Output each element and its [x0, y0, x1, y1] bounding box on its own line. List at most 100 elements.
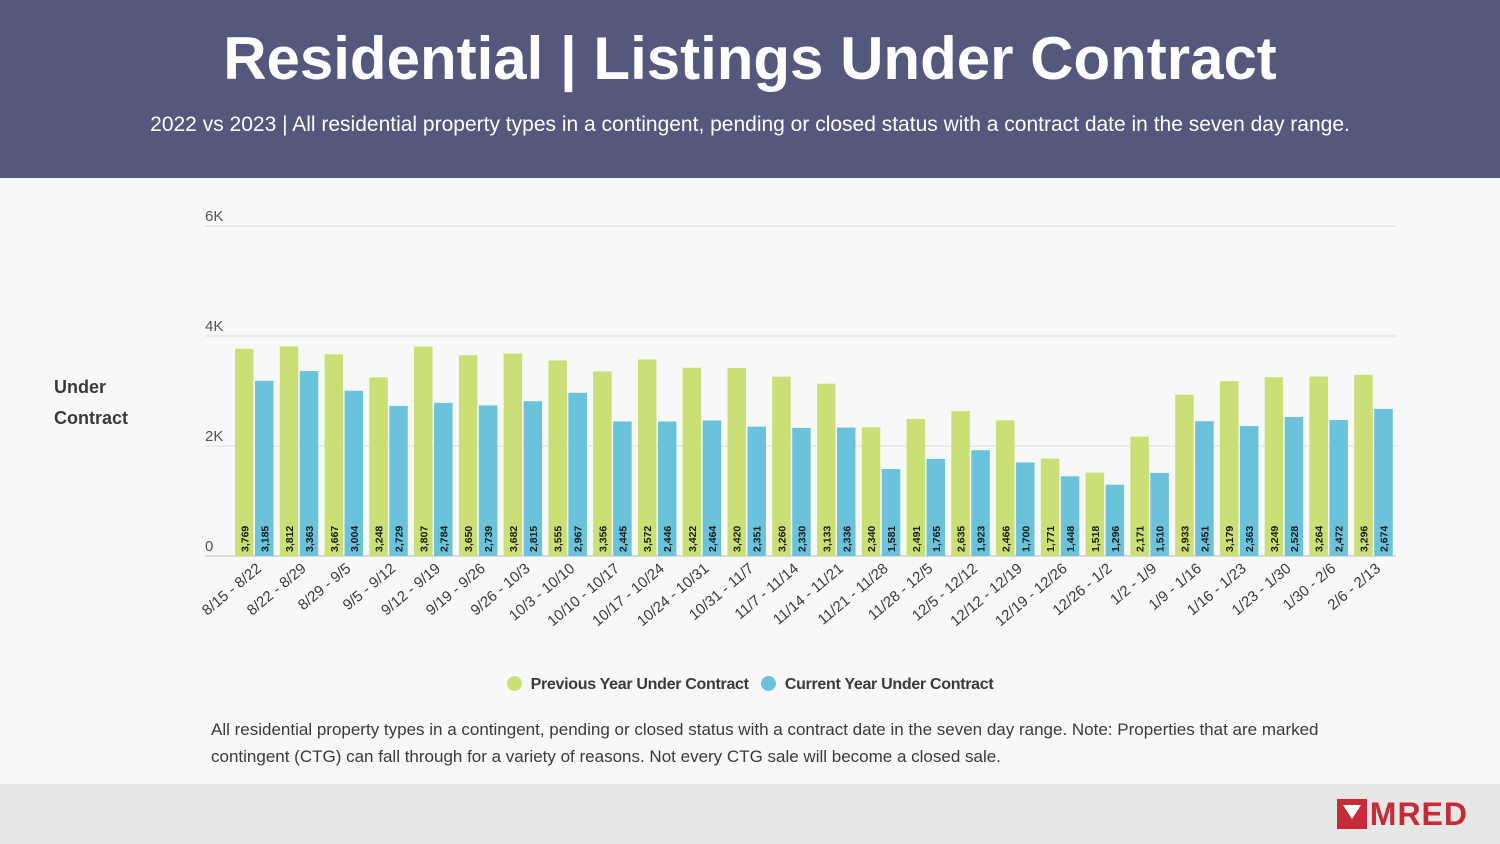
bar-current-year [1374, 408, 1393, 556]
bar-current-year [926, 458, 946, 556]
bar-value-label: 3,248 [374, 526, 386, 552]
bar-value-label: 2,739 [483, 526, 495, 552]
bar-current-year [434, 402, 453, 556]
bar-current-year [299, 371, 319, 556]
bar-value-label: 2,815 [528, 526, 540, 552]
y-tick-label: 0 [205, 538, 213, 555]
bar-value-label: 2,464 [707, 526, 719, 552]
legend-swatch-previous [506, 676, 522, 691]
bar-previous-year [996, 420, 1015, 556]
bar-current-year [1329, 420, 1348, 556]
bar-value-label: 2,451 [1199, 526, 1211, 552]
bar-current-year [568, 392, 587, 556]
bar-previous-year [727, 367, 746, 556]
bar-previous-year [593, 371, 612, 556]
bar-previous-year [1354, 374, 1373, 556]
bar-value-label: 3,249 [1269, 526, 1281, 552]
bar-previous-year [906, 418, 926, 556]
bar-value-label: 3,185 [259, 526, 271, 552]
bar-current-year [1150, 472, 1169, 556]
bar-value-label: 2,466 [1000, 526, 1012, 552]
bar-previous-year [817, 383, 836, 556]
bar-previous-year [951, 411, 970, 556]
mred-logo: MRED [1336, 798, 1468, 830]
bar-value-label: 1,518 [1090, 526, 1102, 552]
bar-current-year [881, 469, 901, 556]
bar-current-year [389, 405, 408, 556]
bar-current-year [702, 420, 722, 556]
bar-previous-year [458, 355, 478, 556]
bar-value-label: 3,363 [304, 526, 316, 552]
header-banner: Residential | Listings Under Contract 20… [0, 0, 1500, 178]
bar-value-label: 2,446 [662, 526, 674, 552]
legend-label-current: Current Year Under Contract [784, 676, 994, 693]
legend-label-previous: Previous Year Under Contract [530, 676, 749, 693]
bar-previous-year [235, 348, 254, 556]
page-title: Residential | Listings Under Contract [223, 25, 1277, 92]
bar-value-label: 3,812 [284, 526, 296, 552]
bar-value-label: 2,967 [573, 526, 585, 552]
bar-value-label: 1,923 [976, 526, 988, 552]
bar-value-label: 3,572 [642, 526, 654, 552]
bar-value-label: 3,555 [553, 526, 565, 552]
bar-value-label: 2,330 [796, 526, 808, 552]
bar-current-year [523, 401, 543, 556]
bar-value-label: 2,729 [394, 526, 406, 552]
bar-value-label: 2,491 [911, 526, 923, 552]
bar-value-label: 2,340 [866, 526, 878, 552]
bar-current-year [657, 421, 677, 556]
bar-value-label: 3,296 [1358, 526, 1370, 552]
y-axis-label: Under Contract [54, 377, 129, 428]
bar-value-label: 3,667 [329, 526, 341, 552]
bar-value-label: 2,674 [1378, 526, 1390, 552]
bar-current-year [1195, 421, 1214, 556]
bar-value-label: 3,004 [349, 526, 361, 552]
bar-value-label: 2,351 [752, 526, 764, 552]
bar-current-year [792, 427, 811, 556]
bar-current-year [837, 427, 856, 556]
logo-mark-icon [1336, 799, 1367, 829]
bar-value-label: 1,581 [886, 526, 898, 552]
bar-value-label: 3,133 [821, 526, 833, 552]
bar-value-label: 2,445 [617, 526, 629, 552]
bar-previous-year [682, 367, 702, 556]
bar-previous-year [1040, 458, 1060, 556]
bar-previous-year [503, 353, 523, 556]
bar-previous-year [548, 360, 567, 556]
bar-value-label: 2,336 [841, 526, 853, 552]
footnote: All residential property types in a cont… [211, 720, 1319, 766]
bar-value-label: 3,356 [597, 526, 609, 552]
bar-value-label: 1,296 [1110, 526, 1122, 552]
bar-previous-year [637, 359, 657, 556]
bar-previous-year [861, 427, 881, 556]
bar-value-label: 1,765 [931, 526, 943, 552]
bar-previous-year [414, 346, 433, 556]
bar-value-label: 3,422 [687, 526, 699, 552]
bar-current-year [1016, 462, 1035, 556]
y-tick-label: 4K [205, 318, 223, 335]
legend-swatch-current [760, 676, 776, 691]
bar-current-year [255, 380, 274, 556]
bar-value-label: 3,650 [463, 526, 475, 552]
bar-current-year [1105, 484, 1125, 556]
bar-current-year [613, 421, 632, 556]
legend-item-current: Current Year Under Contract [760, 676, 994, 694]
bar-previous-year [1219, 381, 1239, 556]
bar-value-label: 2,528 [1289, 526, 1301, 552]
bar-value-label: 3,420 [732, 526, 744, 552]
bar-value-label: 2,363 [1244, 526, 1256, 552]
bar-value-label: 3,179 [1224, 526, 1236, 552]
bar-value-label: 3,807 [418, 526, 430, 552]
bar-previous-year [324, 354, 344, 556]
bar-value-label: 2,635 [956, 526, 968, 552]
bar-value-label: 3,682 [508, 526, 520, 552]
bar-value-label: 2,472 [1334, 526, 1346, 552]
bar-current-year [1284, 416, 1304, 556]
bar-value-label: 1,510 [1155, 526, 1167, 552]
bar-current-year [1060, 476, 1080, 556]
bar-previous-year [1175, 394, 1194, 556]
bar-value-label: 1,771 [1045, 526, 1057, 552]
bar-value-label: 2,784 [438, 526, 450, 552]
bar-previous-year [1130, 436, 1149, 556]
